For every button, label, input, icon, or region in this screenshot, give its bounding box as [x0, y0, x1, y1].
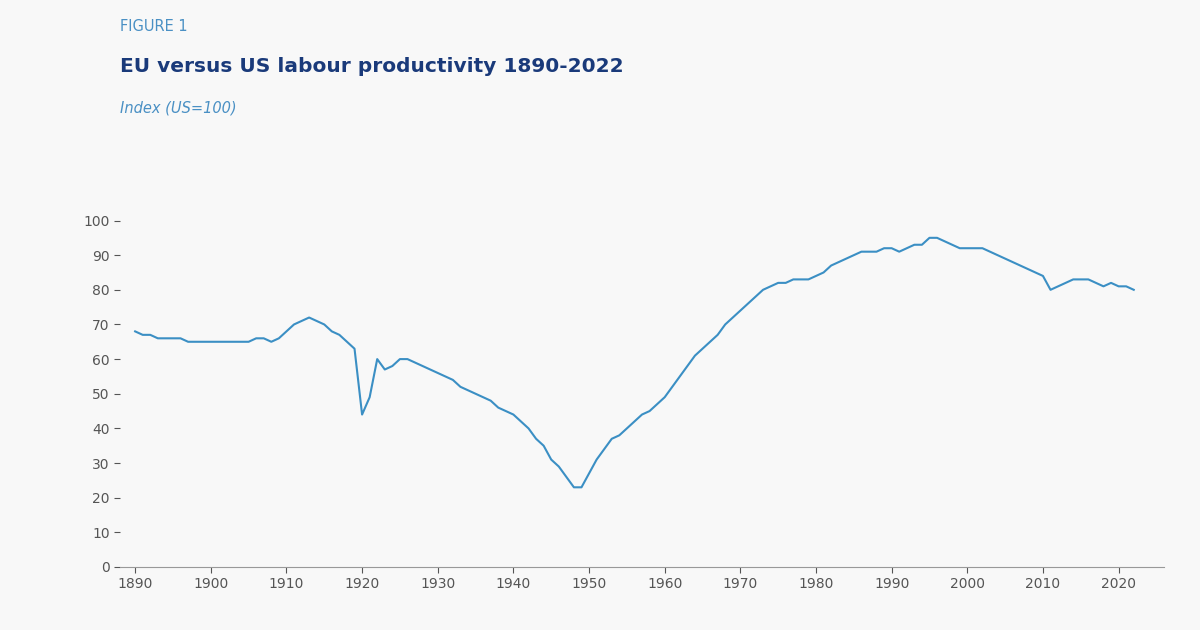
- Text: Index (US=100): Index (US=100): [120, 101, 236, 116]
- Text: FIGURE 1: FIGURE 1: [120, 19, 187, 34]
- Text: EU versus US labour productivity 1890-2022: EU versus US labour productivity 1890-20…: [120, 57, 624, 76]
